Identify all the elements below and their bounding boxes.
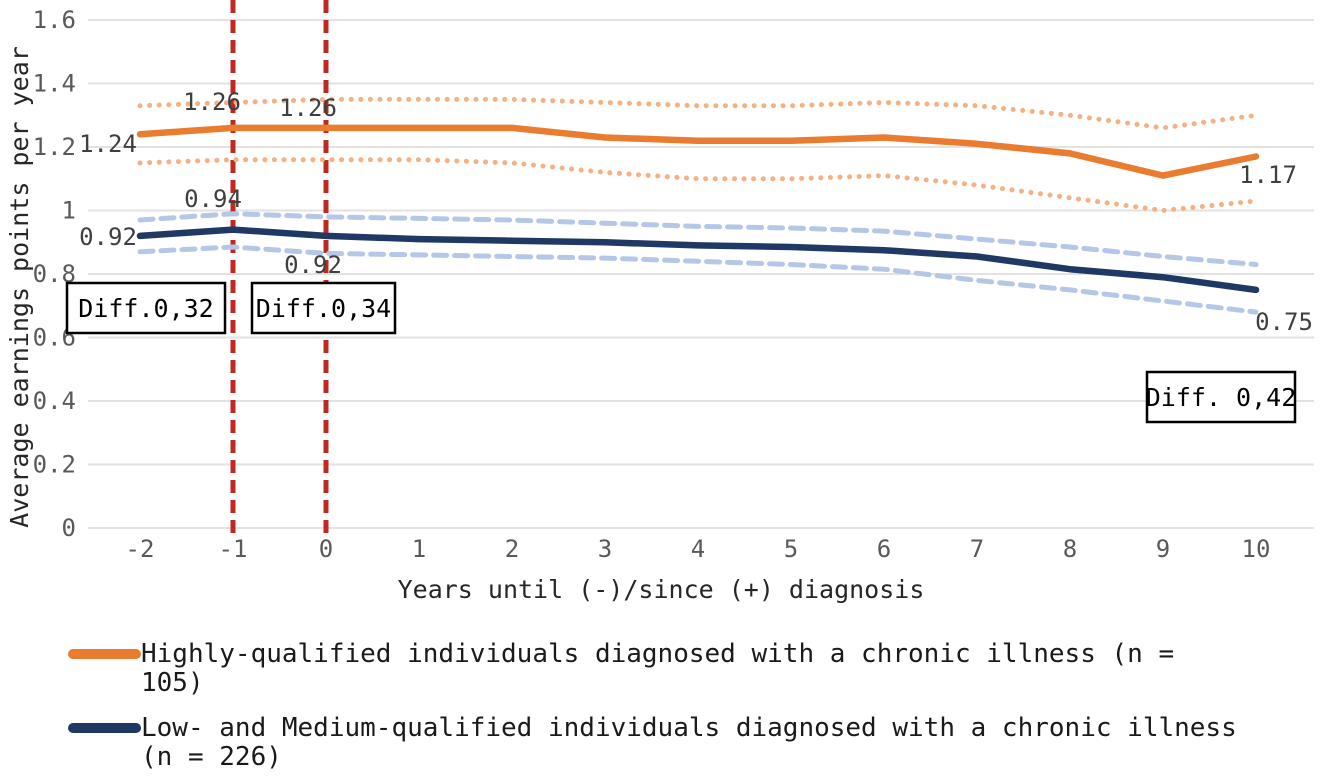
diff-box bbox=[65, 281, 227, 335]
confidence-band-highly-qualified-lower-band bbox=[137, 157, 1259, 213]
x-tick-label: -1 bbox=[219, 535, 248, 563]
x-tick-label: 10 bbox=[1242, 535, 1271, 563]
y-tick-label: 0.2 bbox=[33, 451, 76, 479]
legend-swatch-highly-qualified bbox=[68, 649, 141, 659]
point-label: 1.24 bbox=[79, 130, 137, 158]
series-line-low-medium-qualified-mean bbox=[136, 226, 1260, 294]
x-axis-title: Years until (-)/since (+) diagnosis bbox=[398, 575, 925, 604]
point-label: 0.92 bbox=[284, 251, 342, 279]
y-tick-label: 1.4 bbox=[33, 70, 76, 98]
x-tick-label: 9 bbox=[1156, 535, 1170, 563]
point-label: 1.17 bbox=[1239, 161, 1297, 189]
confidence-band-low-medium-qualified-upper-band bbox=[137, 211, 1259, 267]
confidence-band-highly-qualified-upper-band bbox=[137, 96, 1259, 131]
y-tick-label: 0.4 bbox=[33, 387, 76, 415]
legend-item-highly-qualified: Highly-qualified individuals diagnosed w… bbox=[68, 640, 1324, 698]
y-tick-label: 1.2 bbox=[33, 133, 76, 161]
diff-box-label: Diff.0,34 bbox=[256, 294, 391, 323]
x-tick-label: 1 bbox=[412, 535, 426, 563]
legend-swatch-low-medium-qualified bbox=[68, 723, 141, 733]
y-tick-label: 0 bbox=[62, 514, 76, 542]
x-tick-label: 0 bbox=[319, 535, 333, 563]
diff-box-label: Diff.0,32 bbox=[78, 294, 213, 323]
y-axis-title: Average earnings points per year bbox=[5, 46, 34, 528]
legend-label-low-medium-qualified: Low- and Medium-qualified individuals di… bbox=[141, 713, 1237, 772]
point-label: 0.75 bbox=[1255, 308, 1313, 336]
diff-box-label: Diff. 0,42 bbox=[1146, 383, 1297, 412]
series-line-highly-qualified-mean bbox=[136, 124, 1260, 179]
confidence-band-low-medium-qualified-lower-band bbox=[137, 244, 1259, 315]
diff-box bbox=[250, 281, 397, 335]
chart-legend: Highly-qualified individuals diagnosed w… bbox=[0, 640, 1324, 772]
legend-label-highly-qualified: Highly-qualified individuals diagnosed w… bbox=[141, 639, 1175, 698]
x-tick-label: 8 bbox=[1063, 535, 1077, 563]
x-tick-label: 5 bbox=[784, 535, 798, 563]
x-tick-label: 6 bbox=[877, 535, 891, 563]
x-tick-label: 7 bbox=[970, 535, 984, 563]
point-label: 1.26 bbox=[183, 88, 241, 116]
x-tick-label: -2 bbox=[126, 535, 155, 563]
point-label: 1.26 bbox=[279, 94, 337, 122]
x-tick-label: 4 bbox=[691, 535, 705, 563]
x-tick-label: 3 bbox=[598, 535, 612, 563]
point-label: 0.94 bbox=[184, 185, 242, 213]
y-tick-label: 1 bbox=[62, 197, 76, 225]
legend-item-low-medium-qualified: Low- and Medium-qualified individuals di… bbox=[68, 714, 1324, 772]
diff-box bbox=[1145, 370, 1297, 424]
y-tick-label: 1.6 bbox=[33, 6, 76, 34]
earnings-line-chart: 00.20.40.60.811.21.41.6-2 -1 0 1 2 3 4 5 6 7 8 9 101… bbox=[5, 0, 1314, 604]
x-tick-label: 2 bbox=[505, 535, 519, 563]
point-label: 0.92 bbox=[79, 223, 137, 251]
